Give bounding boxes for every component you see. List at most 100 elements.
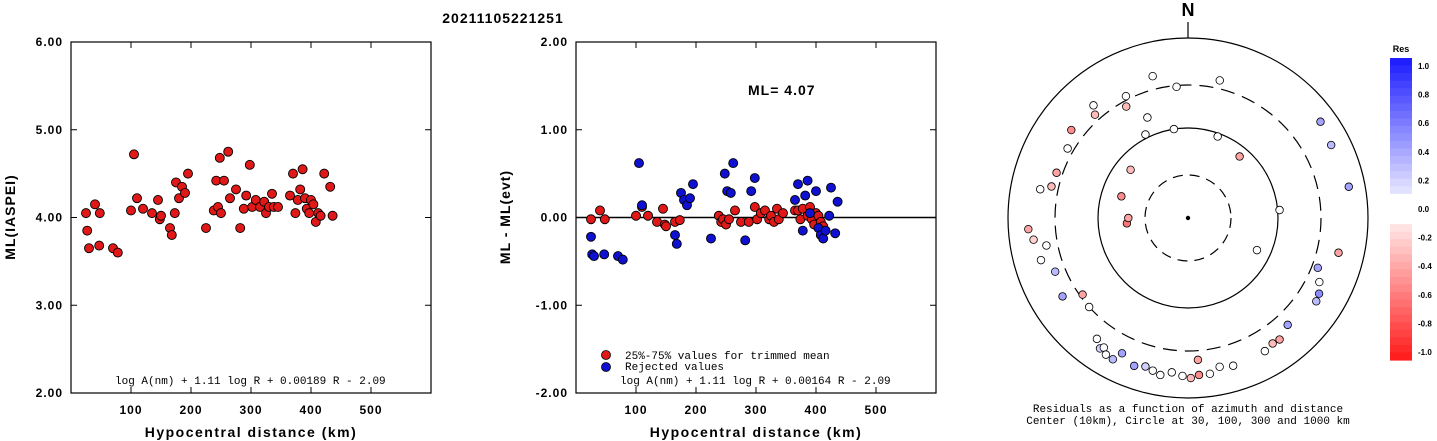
colorbar-swatch bbox=[1390, 292, 1412, 301]
plot1-y-label: ML(IASPEI) bbox=[2, 174, 18, 259]
data-point bbox=[685, 193, 695, 204]
colorbar-swatch bbox=[1390, 344, 1412, 354]
colorbar-swatch bbox=[1390, 125, 1412, 135]
colorbar-swatch bbox=[1390, 193, 1412, 203]
data-point bbox=[793, 179, 803, 190]
data-point bbox=[290, 208, 301, 219]
colorbar-tick-label: 0.6 bbox=[1418, 119, 1430, 128]
plot1-x-label: Hypocentral distance (km) bbox=[145, 424, 358, 440]
plot2-y-label: ML - ML(evt) bbox=[497, 170, 513, 264]
station-point bbox=[1334, 248, 1343, 257]
station-point bbox=[1283, 320, 1292, 330]
data-point bbox=[132, 193, 142, 204]
data-point bbox=[637, 200, 647, 211]
data-point bbox=[830, 228, 841, 239]
station-point bbox=[1052, 168, 1061, 177]
station-point bbox=[1172, 82, 1181, 92]
data-point bbox=[832, 196, 843, 207]
station-point bbox=[1126, 165, 1135, 175]
data-point bbox=[824, 210, 835, 221]
station-point bbox=[1092, 334, 1102, 344]
data-point bbox=[599, 249, 610, 260]
ring-300km bbox=[1054, 84, 1322, 352]
data-point bbox=[216, 208, 226, 219]
data-point bbox=[634, 158, 644, 169]
x-tick-label: 400 bbox=[299, 403, 322, 417]
data-point bbox=[778, 208, 788, 219]
data-point bbox=[180, 187, 190, 198]
colorbar-swatch bbox=[1390, 322, 1412, 331]
data-point bbox=[740, 235, 751, 246]
station-point bbox=[1186, 373, 1195, 383]
data-point bbox=[319, 168, 330, 179]
colorbar-tick-label: -0.6 bbox=[1418, 291, 1432, 300]
x-tick-label: 500 bbox=[864, 403, 887, 417]
data-point bbox=[231, 184, 241, 195]
y-tick-label: 2.00 bbox=[541, 35, 568, 49]
data-point bbox=[586, 231, 596, 242]
data-point bbox=[153, 194, 163, 205]
station-point bbox=[1312, 297, 1321, 306]
data-point bbox=[325, 181, 336, 192]
data-point bbox=[315, 210, 326, 221]
station-point bbox=[1121, 91, 1131, 101]
ring-1000km bbox=[1007, 37, 1369, 399]
station-point bbox=[1089, 101, 1098, 110]
colorbar-title: Res bbox=[1393, 44, 1410, 54]
data-point bbox=[244, 159, 255, 170]
station-point bbox=[1194, 370, 1204, 380]
station-point bbox=[1108, 355, 1118, 364]
colorbar-tick-label: -0.8 bbox=[1418, 319, 1432, 328]
data-point bbox=[746, 186, 757, 197]
ring-100km bbox=[1097, 127, 1279, 309]
data-point bbox=[129, 149, 139, 160]
y-tick-label: 4.00 bbox=[36, 211, 63, 225]
azimuth-residual-plot: N Residuals as a function of azimuth and… bbox=[1007, 0, 1432, 428]
colorbar-swatch bbox=[1390, 269, 1412, 278]
colorbar-tick-label: -0.2 bbox=[1418, 234, 1432, 243]
colorbar-tick-label: 0.2 bbox=[1418, 176, 1430, 185]
colorbar-swatch bbox=[1390, 276, 1412, 286]
colorbar-swatch bbox=[1390, 216, 1412, 225]
colorbar-swatch bbox=[1390, 314, 1412, 323]
colorbar-swatch bbox=[1390, 186, 1412, 195]
station-point bbox=[1124, 213, 1133, 223]
station-point bbox=[1067, 125, 1076, 135]
station-point bbox=[1036, 185, 1045, 194]
data-point bbox=[797, 225, 808, 236]
ring-30km bbox=[1144, 174, 1232, 262]
colorbar-swatch bbox=[1390, 231, 1412, 240]
station-point bbox=[1101, 350, 1111, 359]
data-point bbox=[327, 210, 338, 221]
data-point bbox=[112, 247, 123, 258]
colorbar-swatch bbox=[1390, 65, 1412, 74]
station-point bbox=[1344, 182, 1353, 191]
station-point bbox=[1268, 339, 1277, 348]
colorbar-swatch bbox=[1390, 80, 1412, 89]
station-point bbox=[1042, 241, 1051, 250]
data-point bbox=[586, 214, 596, 225]
data-point bbox=[724, 214, 734, 225]
y-tick-label: -2.00 bbox=[536, 386, 568, 400]
station-point bbox=[1050, 267, 1060, 276]
colorbar-swatch bbox=[1390, 299, 1412, 308]
station-point bbox=[1178, 371, 1187, 381]
colorbar-swatch bbox=[1390, 178, 1412, 187]
data-point bbox=[304, 208, 315, 219]
colorbar-tick-label: 1.0 bbox=[1418, 62, 1430, 71]
colorbar-swatch bbox=[1390, 329, 1412, 338]
station-point bbox=[1314, 289, 1324, 298]
colorbar-tick-label: 0.0 bbox=[1418, 205, 1430, 214]
page-title: 20211105221251 bbox=[442, 10, 563, 26]
station-point bbox=[1275, 205, 1284, 215]
station-point bbox=[1036, 255, 1046, 265]
data-point bbox=[241, 190, 252, 201]
plot1-frame bbox=[70, 41, 432, 394]
data-point bbox=[288, 168, 298, 179]
station-point bbox=[1117, 349, 1127, 358]
data-point bbox=[826, 182, 836, 193]
station-point bbox=[1275, 335, 1284, 344]
data-point bbox=[811, 186, 821, 197]
colorbar-swatch bbox=[1390, 133, 1412, 142]
